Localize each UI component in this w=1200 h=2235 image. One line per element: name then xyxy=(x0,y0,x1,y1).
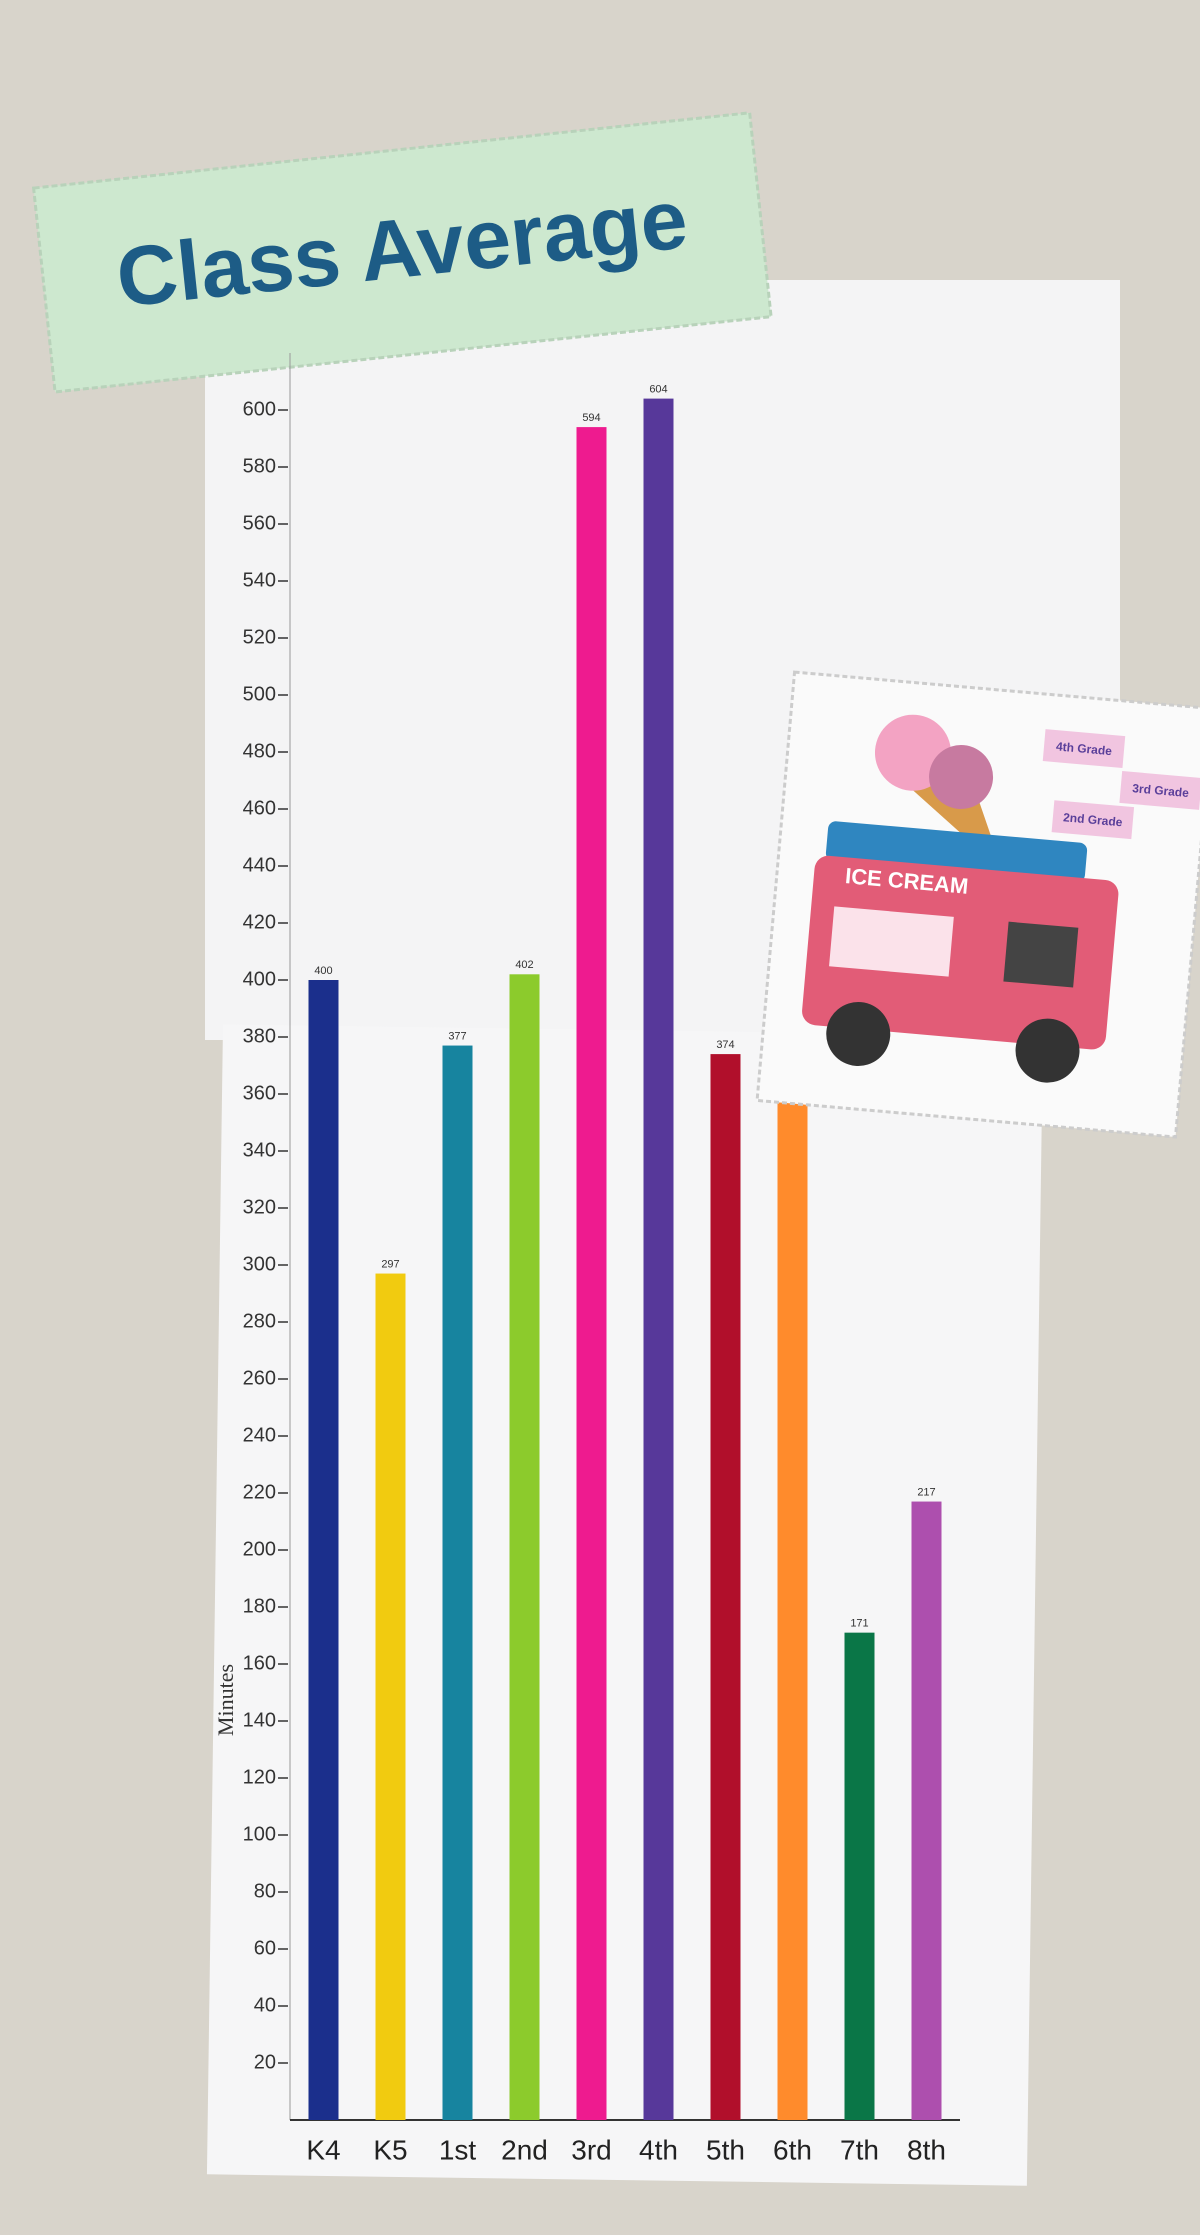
x-tick-label: 6th xyxy=(773,2134,812,2165)
wheel xyxy=(826,1002,891,1067)
y-tick-label: 560 xyxy=(243,512,276,534)
bar xyxy=(710,1054,741,2120)
value-label: 377 xyxy=(448,1030,466,1042)
truck-roof xyxy=(825,821,1088,883)
y-tick-label: 400 xyxy=(243,968,276,990)
banner xyxy=(31,111,773,394)
scoop xyxy=(929,744,994,809)
value-label: 400 xyxy=(314,965,332,977)
y-tick-label: 480 xyxy=(243,740,276,762)
y-tick-label: 340 xyxy=(243,1139,276,1161)
bar xyxy=(509,974,540,2120)
truck-body xyxy=(802,855,1119,1050)
x-tick-label: 1st xyxy=(439,2134,477,2165)
tag xyxy=(1051,800,1135,840)
tag xyxy=(1119,771,1200,810)
bar xyxy=(911,1501,942,2120)
y-tick-label: 100 xyxy=(243,1823,276,1845)
value-label: 171 xyxy=(850,1618,868,1630)
y-tick-label: 180 xyxy=(243,1595,276,1617)
tag-label: 4th Grade xyxy=(1055,739,1112,758)
bar xyxy=(442,1045,473,2120)
y-tick-label: 220 xyxy=(243,1481,276,1503)
x-tick-label: 5th xyxy=(706,2134,745,2165)
bar xyxy=(308,980,339,2120)
x-tick-label: 7th xyxy=(840,2134,879,2165)
y-axis-label: Minutes xyxy=(213,1664,238,1736)
y-tick-label: 380 xyxy=(243,1025,276,1047)
y-tick-label: 280 xyxy=(243,1310,276,1332)
bar xyxy=(375,1273,406,2120)
value-label: 374 xyxy=(716,1039,734,1051)
y-tick-label: 80 xyxy=(254,1880,276,1902)
y-tick-label: 420 xyxy=(243,911,276,933)
y-tick-label: 20 xyxy=(254,2051,276,2073)
x-tick-label: 8th xyxy=(907,2134,946,2165)
x-tick-label: 4th xyxy=(639,2134,678,2165)
value-label: 604 xyxy=(649,384,667,396)
value-label: 297 xyxy=(381,1258,399,1270)
value-label: 594 xyxy=(582,412,600,424)
x-tick-label: K4 xyxy=(306,2134,340,2165)
x-tick-label: K5 xyxy=(373,2134,407,2165)
window xyxy=(829,906,954,977)
bar xyxy=(576,427,607,2121)
bar xyxy=(844,1632,875,2120)
sticker: ICE CREAM 4th Grade 3rd Grade 2nd Grade xyxy=(755,670,1200,1139)
y-tick-label: 440 xyxy=(243,854,276,876)
y-tick-label: 460 xyxy=(243,797,276,819)
tag-label: 3rd Grade xyxy=(1132,781,1190,800)
x-tick-label: 3rd xyxy=(571,2134,611,2165)
wheel xyxy=(1015,1018,1080,1083)
tag xyxy=(1042,729,1126,769)
y-tick-label: 600 xyxy=(243,398,276,420)
y-tick-label: 520 xyxy=(243,626,276,648)
y-tick-label: 240 xyxy=(243,1424,276,1446)
value-label: 217 xyxy=(917,1486,935,1498)
y-tick-label: 580 xyxy=(243,455,276,477)
y-tick-label: 160 xyxy=(243,1652,276,1674)
value-label: 402 xyxy=(515,959,533,971)
y-tick-label: 120 xyxy=(243,1766,276,1788)
y-tick-label: 260 xyxy=(243,1367,276,1389)
y-tick-label: 40 xyxy=(254,1994,276,2016)
y-tick-label: 500 xyxy=(243,683,276,705)
y-tick-label: 60 xyxy=(254,1937,276,1959)
bar xyxy=(643,398,674,2121)
x-tick-label: 2nd xyxy=(501,2134,548,2165)
window xyxy=(1003,921,1079,988)
tag-label: 2nd Grade xyxy=(1063,810,1124,829)
y-tick-label: 540 xyxy=(243,569,276,591)
title-banner: Class Average xyxy=(31,111,773,394)
bar xyxy=(777,1102,808,2120)
y-tick-label: 200 xyxy=(243,1538,276,1560)
y-tick-label: 360 xyxy=(243,1082,276,1104)
y-tick-label: 300 xyxy=(243,1253,276,1275)
y-tick-label: 320 xyxy=(243,1196,276,1218)
paper-bottom xyxy=(206,1024,1043,2186)
y-tick-label: 140 xyxy=(243,1709,276,1731)
